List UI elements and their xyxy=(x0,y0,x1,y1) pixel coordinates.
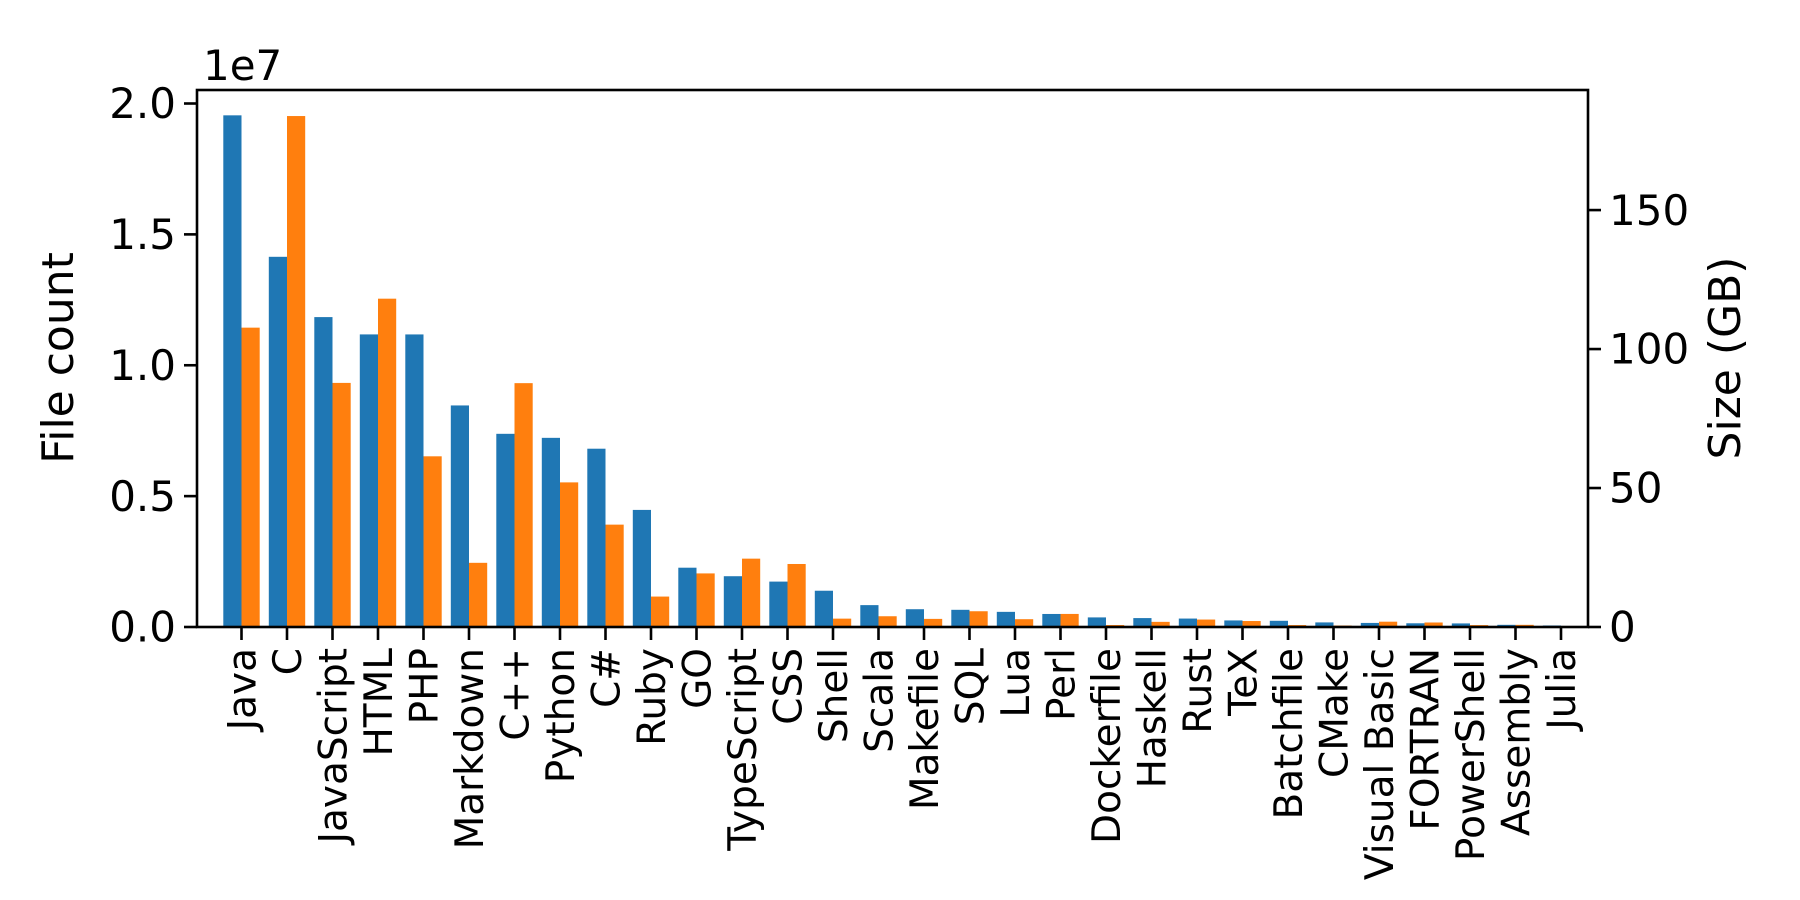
x-tick-label-Haskell: Haskell xyxy=(1131,648,1176,788)
right-tick-label: 100 xyxy=(1609,325,1689,374)
x-tick-label-FORTRAN: FORTRAN xyxy=(1404,648,1449,831)
left-tick-label: 0.5 xyxy=(109,472,176,521)
file-count-bar-FORTRAN xyxy=(1406,623,1425,627)
x-tick-label-PowerShell: PowerShell xyxy=(1449,648,1494,861)
x-tick-label-Markdown: Markdown xyxy=(448,648,493,849)
x-tick-label-Assembly: Assembly xyxy=(1495,648,1540,836)
left-tick-label: 0.0 xyxy=(109,603,176,652)
size-bar-TypeScript xyxy=(742,558,761,627)
x-tick-label-Perl: Perl xyxy=(1040,648,1085,721)
size-bar-Rust xyxy=(1197,619,1216,627)
x-tick-label-JavaScript: JavaScript xyxy=(312,648,357,847)
plot-spines xyxy=(195,88,1590,629)
size-bar-C++ xyxy=(514,383,533,627)
x-tick-label-GO: GO xyxy=(676,648,721,709)
x-tick-label-Scala: Scala xyxy=(858,648,903,753)
size-bar-TeX xyxy=(1242,621,1261,627)
file-count-bar-TeX xyxy=(1224,620,1243,627)
x-tick-label-Shell: Shell xyxy=(812,648,857,743)
file-count-bar-TypeScript xyxy=(723,576,742,627)
file-count-bar-Makefile xyxy=(905,609,924,627)
right-tick-label: 0 xyxy=(1609,603,1636,652)
x-tick-label-Visual Basic: Visual Basic xyxy=(1358,648,1403,880)
size-bar-FORTRAN xyxy=(1424,622,1443,627)
right-axis-label: Size (GB) xyxy=(1700,257,1751,460)
file-count-bar-PowerShell xyxy=(1451,623,1470,627)
x-tick-label-Julia: Julia xyxy=(1540,648,1585,733)
size-bar-SQL xyxy=(969,611,988,627)
left-tick-label: 1.0 xyxy=(109,341,176,390)
x-tick-label-Rust: Rust xyxy=(1176,648,1221,734)
file-count-bar-Perl xyxy=(1042,613,1061,627)
size-bar-Python xyxy=(560,482,579,627)
x-tick-label-Batchfile: Batchfile xyxy=(1267,648,1312,820)
bars-layer xyxy=(223,115,1580,628)
size-bar-CSS xyxy=(787,563,806,627)
file-count-bar-Python xyxy=(541,437,560,627)
size-bar-HTML xyxy=(378,298,397,627)
file-count-bar-CSS xyxy=(769,581,788,627)
file-count-bar-Ruby xyxy=(632,509,651,627)
left-tick-label: 2.0 xyxy=(109,79,176,128)
file-count-bar-C++ xyxy=(496,433,515,627)
size-bar-Markdown xyxy=(469,562,488,627)
file-count-bar-Haskell xyxy=(1133,618,1152,627)
size-bar-Makefile xyxy=(924,618,943,627)
x-tick-label-TypeScript: TypeScript xyxy=(721,648,766,852)
x-tick-label-Lua: Lua xyxy=(994,648,1039,718)
x-tick-label-Makefile: Makefile xyxy=(903,648,948,810)
file-count-bar-Java xyxy=(223,115,242,628)
file-count-bar-SQL xyxy=(951,609,970,627)
x-tick-label-CSS: CSS xyxy=(767,648,812,725)
file-count-bar-Lua xyxy=(996,611,1015,627)
size-bar-Lua xyxy=(1015,619,1034,627)
file-count-bar-Markdown xyxy=(450,405,469,627)
x-tick-label-C#: C# xyxy=(585,648,630,708)
size-bar-C# xyxy=(605,524,624,627)
file-count-bar-Visual Basic xyxy=(1360,622,1379,627)
file-count-bar-PHP xyxy=(405,334,424,627)
x-tick-label-PHP: PHP xyxy=(403,648,448,724)
file-count-bar-JavaScript xyxy=(314,317,333,627)
file-count-bar-Shell xyxy=(814,590,833,627)
left-axis-label: File count xyxy=(33,252,84,464)
left-tick-label: 1.5 xyxy=(109,210,176,259)
file-count-bar-C# xyxy=(587,448,606,627)
file-count-bar-HTML xyxy=(359,334,378,627)
file-count-bar-Dockerfile xyxy=(1087,617,1106,627)
left-axis-offset-text: 1e7 xyxy=(203,41,282,90)
size-bar-Scala xyxy=(878,616,897,627)
file-count-bar-GO xyxy=(678,567,697,627)
size-bar-Shell xyxy=(833,618,852,627)
size-bar-Visual Basic xyxy=(1379,621,1398,627)
x-tick-label-Java: Java xyxy=(221,648,266,733)
file-count-bar-Rust xyxy=(1178,618,1197,627)
file-count-bar-Batchfile xyxy=(1269,620,1288,627)
size-bar-GO xyxy=(696,573,715,627)
size-bar-Java xyxy=(241,327,260,627)
size-bar-Perl xyxy=(1060,613,1079,627)
size-bar-C xyxy=(287,116,306,627)
x-tick-label-Dockerfile: Dockerfile xyxy=(1085,648,1130,844)
x-tick-label-Python: Python xyxy=(539,648,584,783)
file-count-bar-CMake xyxy=(1315,622,1334,627)
size-bar-PHP xyxy=(423,456,442,627)
file-count-bar-C xyxy=(268,256,287,627)
x-tick-label-TeX: TeX xyxy=(1222,648,1267,717)
x-tick-label-Ruby: Ruby xyxy=(630,648,675,746)
size-bar-Haskell xyxy=(1151,621,1170,627)
x-tick-label-C++: C++ xyxy=(494,648,539,741)
x-tick-label-CMake: CMake xyxy=(1313,648,1358,778)
right-tick-label: 50 xyxy=(1609,464,1662,513)
x-tick-label-HTML: HTML xyxy=(357,648,402,757)
x-tick-label-SQL: SQL xyxy=(949,648,994,725)
file-count-bar-Scala xyxy=(860,605,879,627)
x-tick-label-C: C xyxy=(266,648,311,675)
size-bar-JavaScript xyxy=(332,382,351,627)
right-tick-label: 150 xyxy=(1609,186,1689,235)
size-bar-Ruby xyxy=(651,596,670,627)
